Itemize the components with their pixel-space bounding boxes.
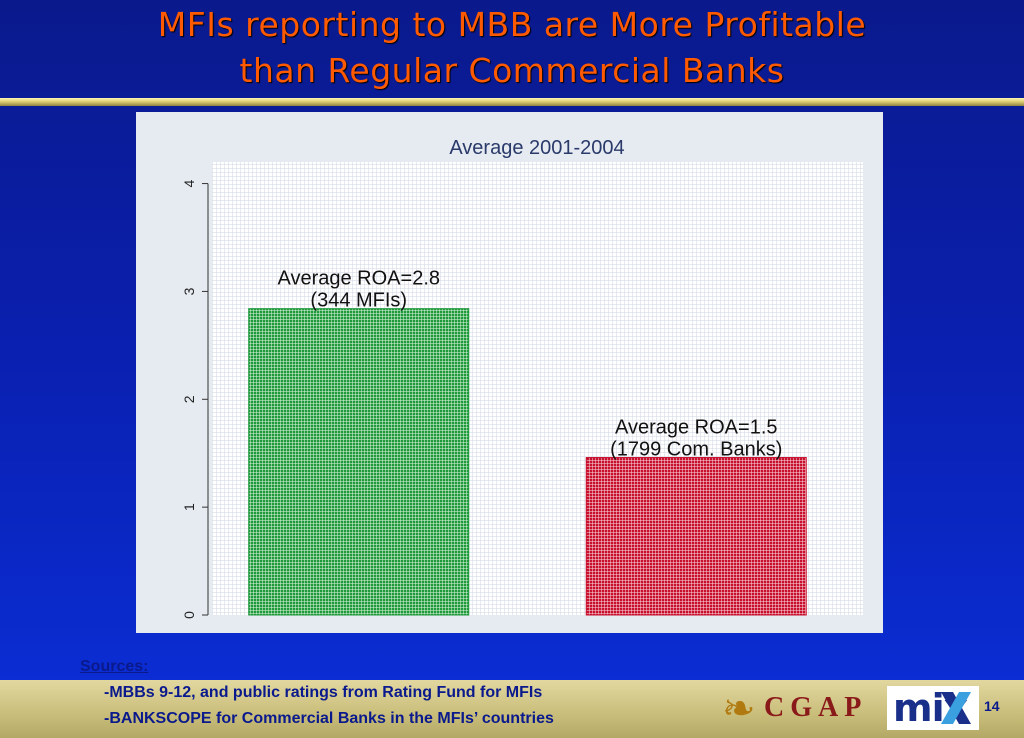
mix-logo: mix (887, 686, 979, 730)
title-divider (0, 98, 1024, 106)
bar-2-label-line-1: Average ROA=1.5 (615, 417, 778, 439)
cgap-logo: ❧ CGAP (722, 684, 882, 734)
chart-title: Average 2001-2004 (449, 137, 624, 159)
slide-title: MFIs reporting to MBB are More Profitabl… (0, 2, 1024, 94)
bar-1 (248, 308, 470, 616)
bar-1-label-line-2: (344 MFIs) (310, 290, 407, 312)
bars-group (248, 308, 807, 616)
y-tick-label: 4 (181, 179, 197, 187)
bar-2-label-line-2: (1799 Com. Banks) (610, 439, 782, 461)
slide-title-line-1: MFIs reporting to MBB are More Profitabl… (157, 5, 867, 44)
cgap-swirl-icon: ❧ (722, 686, 756, 732)
slide-title-line-2: than Regular Commercial Banks (239, 51, 785, 90)
y-tick-label: 3 (181, 287, 197, 295)
y-tick-label: 0 (181, 611, 197, 619)
footer-bar (0, 680, 1024, 738)
bar-2 (585, 457, 807, 616)
bar-labels-group: Average ROA=2.8(344 MFIs) Average ROA=1.5… (277, 268, 782, 461)
source-line-1: -MBBs 9-12, and public ratings from Rati… (104, 684, 543, 701)
bar-1-label-line-1: Average ROA=2.8 (277, 268, 440, 290)
cgap-logo-text: CGAP (764, 692, 868, 723)
mix-x-icon (941, 692, 971, 724)
y-tick-label: 2 (181, 395, 197, 403)
y-axis: 0 1 2 3 4 (181, 179, 209, 619)
y-tick-label: 1 (181, 503, 197, 511)
source-line-2: -BANKSCOPE for Commercial Banks in the M… (104, 710, 554, 727)
page-number: 14 (984, 698, 1000, 714)
sources-label: Sources: (80, 658, 149, 675)
